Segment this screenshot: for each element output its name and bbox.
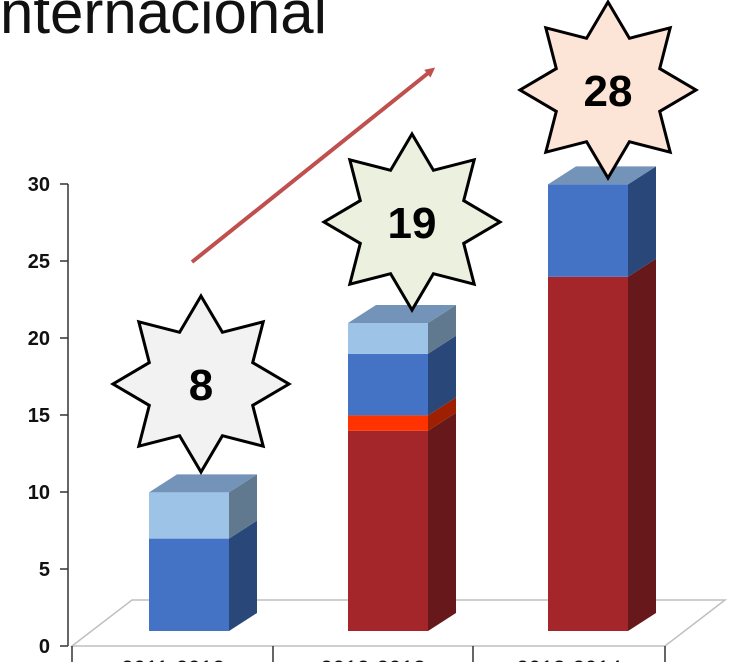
bar-segment-front bbox=[348, 353, 428, 416]
y-tick-label: 15 bbox=[28, 405, 50, 427]
bar-segment-front bbox=[348, 323, 428, 354]
star-badge-shape bbox=[517, 0, 699, 181]
total-value-label: 19 bbox=[388, 199, 437, 248]
bar-segment-front bbox=[149, 492, 229, 539]
bar-segment-side bbox=[428, 397, 456, 431]
bar-top-face bbox=[149, 474, 257, 493]
star-badge-shape bbox=[321, 131, 503, 313]
y-tick-label: 0 bbox=[39, 636, 50, 658]
y-tick-label: 20 bbox=[28, 328, 50, 350]
bar-top-face bbox=[548, 166, 656, 185]
bar-2011-2012 bbox=[149, 474, 257, 631]
x-category-label: 2013-2014 bbox=[516, 656, 621, 662]
y-axis: 0 5 10 15 20 25 30 bbox=[28, 174, 69, 658]
total-badge-2012-2013: 19 bbox=[321, 131, 503, 313]
bar-segment-side bbox=[628, 166, 656, 277]
bar-segment-side bbox=[229, 520, 257, 631]
trend-arrow bbox=[190, 67, 436, 264]
x-category-label: 2011-2012 bbox=[121, 656, 225, 662]
y-tick-label: 25 bbox=[28, 251, 50, 273]
bar-segment-side bbox=[628, 258, 656, 631]
bar-segment-front bbox=[348, 415, 428, 431]
y-tick-label: 10 bbox=[28, 482, 50, 504]
x-axis-labels: 2011-2012 2012-2013 2013-2014 bbox=[121, 656, 621, 662]
bar-segment-side bbox=[428, 335, 456, 416]
bar-top-face bbox=[348, 305, 456, 323]
slide-title-fragment: nternacional bbox=[0, 0, 327, 46]
bar-2013-2014 bbox=[548, 166, 656, 631]
bar-segment-front bbox=[548, 276, 628, 631]
total-value-label: 8 bbox=[189, 361, 213, 410]
bar-segment-front bbox=[348, 430, 428, 631]
bars-group bbox=[149, 166, 656, 631]
total-value-label: 28 bbox=[584, 67, 633, 116]
total-badges: 8 19 28 bbox=[110, 0, 699, 475]
y-tick-label: 5 bbox=[39, 559, 50, 581]
bar-segment-front bbox=[149, 538, 229, 631]
total-badge-2013-2014: 28 bbox=[517, 0, 699, 181]
bar-segment-side bbox=[428, 305, 456, 354]
star-badge-shape bbox=[110, 293, 292, 475]
total-badge-2011-2012: 8 bbox=[110, 293, 292, 475]
trend-arrow-line bbox=[190, 67, 436, 264]
bar-segment-side bbox=[229, 474, 257, 539]
bar-segment-front bbox=[548, 184, 628, 277]
y-tick-label: 30 bbox=[28, 174, 50, 196]
bar-2012-2013 bbox=[348, 305, 456, 631]
x-category-label: 2012-2013 bbox=[320, 656, 425, 662]
bar-segment-side bbox=[428, 412, 456, 631]
